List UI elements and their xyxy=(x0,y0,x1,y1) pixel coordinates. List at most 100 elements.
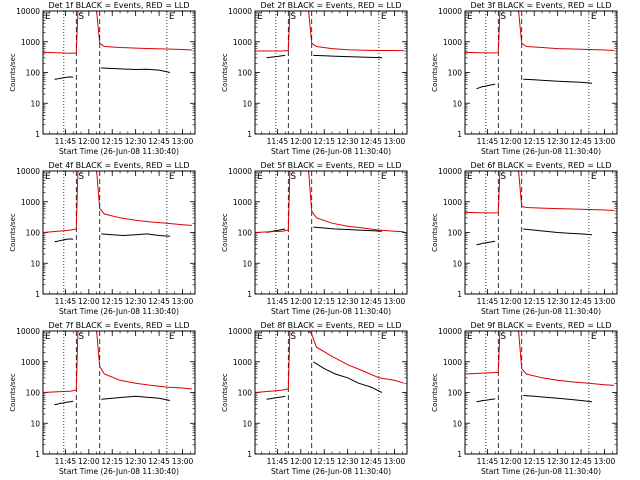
x-tick-label: 12:45 xyxy=(570,297,592,306)
x-tick-label: 11:45 xyxy=(55,297,77,306)
y-tick-label: 1000 xyxy=(443,198,462,207)
x-tick-label: 12:30 xyxy=(337,297,359,306)
y-axis-label: Counts/sec xyxy=(221,373,229,412)
x-tick-label: 12:30 xyxy=(337,457,359,466)
x-tick-label: 13:00 xyxy=(172,457,194,466)
end-marker-e: E xyxy=(45,12,51,22)
end-marker-e: E xyxy=(169,12,175,22)
lld-series-line xyxy=(255,170,404,233)
start-marker-s: S xyxy=(78,332,84,342)
panel-title: Det 7f BLACK = Events, RED = LLD xyxy=(48,321,189,330)
y-axis-label: Counts/sec xyxy=(9,213,17,252)
events-series-line xyxy=(54,76,74,80)
events-series-line xyxy=(523,395,593,403)
y-tick-label: 100 xyxy=(238,229,253,238)
start-marker-s: S xyxy=(500,172,506,182)
x-tick-label: 12:45 xyxy=(570,137,592,146)
lld-series-line xyxy=(255,10,404,52)
end-marker-e: E xyxy=(467,172,473,182)
y-tick-label: 1 xyxy=(457,450,462,459)
events-series-line xyxy=(523,78,593,84)
x-tick-label: 11:45 xyxy=(267,457,289,466)
start-marker-s: S xyxy=(290,172,296,182)
y-tick-label: 1 xyxy=(247,290,252,299)
y-axis-label: Counts/sec xyxy=(221,53,229,92)
events-series-line xyxy=(476,398,496,403)
y-tick-label: 10000 xyxy=(228,327,252,336)
x-tick-label: 11:45 xyxy=(477,297,499,306)
x-tick-label: 12:30 xyxy=(547,137,569,146)
plot-frame xyxy=(42,10,196,135)
end-marker-e: E xyxy=(169,172,175,182)
x-tick-label: 12:15 xyxy=(523,457,545,466)
y-tick-label: 1000 xyxy=(233,358,252,367)
x-tick-label: 12:00 xyxy=(290,457,312,466)
x-tick-label: 11:45 xyxy=(55,457,77,466)
plot-frame xyxy=(464,10,618,135)
x-axis-label: Start Time (26-Jun-08 11:30:40) xyxy=(59,147,179,156)
x-tick-label: 13:00 xyxy=(384,297,406,306)
events-series-line xyxy=(476,240,496,246)
x-tick-label: 12:30 xyxy=(125,297,147,306)
end-marker-e: E xyxy=(591,12,597,22)
x-tick-label: 12:45 xyxy=(148,457,170,466)
x-tick-label: 13:00 xyxy=(384,457,406,466)
x-tick-label: 12:45 xyxy=(570,457,592,466)
panel-det-6: Det 6f BLACK = Events, RED = LLD 1 10 100 10… xyxy=(431,161,618,316)
panel-det-9: Det 9f BLACK = Events, RED = LLD 1 10 100 10… xyxy=(431,321,618,476)
y-axis-label: Counts/sec xyxy=(431,53,439,92)
events-series-line xyxy=(313,226,383,232)
events-series-line xyxy=(101,67,171,73)
y-tick-label: 100 xyxy=(448,389,463,398)
y-tick-label: 1 xyxy=(247,450,252,459)
x-tick-label: 12:30 xyxy=(337,137,359,146)
events-series-line xyxy=(54,400,74,406)
y-tick-label: 1 xyxy=(457,130,462,139)
start-marker-s: S xyxy=(500,12,506,22)
y-tick-label: 100 xyxy=(238,69,253,78)
x-tick-label: 12:00 xyxy=(290,297,312,306)
y-tick-label: 1000 xyxy=(21,198,40,207)
plot-frame xyxy=(42,170,196,295)
panel-det-4: Det 4f BLACK = Events, RED = LLD 1 10 100 10… xyxy=(9,161,196,316)
panel-title: Det 9f BLACK = Events, RED = LLD xyxy=(470,321,611,330)
x-axis-label: Start Time (26-Jun-08 11:30:40) xyxy=(59,467,179,476)
y-tick-label: 10 xyxy=(242,99,252,108)
events-series-line xyxy=(476,83,496,90)
start-marker-s: S xyxy=(290,12,296,22)
y-tick-label: 100 xyxy=(26,229,41,238)
y-tick-label: 10 xyxy=(242,419,252,428)
x-tick-label: 12:30 xyxy=(547,457,569,466)
x-tick-label: 12:00 xyxy=(500,297,522,306)
events-series-line xyxy=(54,238,74,243)
panel-det-2: Det 2f BLACK = Events, RED = LLD 1 10 100 10… xyxy=(221,1,408,156)
panel-title: Det 5f BLACK = Events, RED = LLD xyxy=(260,161,401,170)
end-marker-e: E xyxy=(257,332,263,342)
x-tick-label: 13:00 xyxy=(594,457,616,466)
panel-det-8: Det 8f BLACK = Events, RED = LLD 1 10 100 10… xyxy=(221,321,408,476)
plot-frame xyxy=(464,330,618,455)
x-tick-label: 12:15 xyxy=(101,457,123,466)
events-series-line xyxy=(313,361,383,393)
lld-series-line xyxy=(255,330,405,393)
x-tick-label: 12:30 xyxy=(125,137,147,146)
x-axis-label: Start Time (26-Jun-08 11:30:40) xyxy=(481,147,601,156)
y-tick-label: 10 xyxy=(452,419,462,428)
panel-det-3: Det 3f BLACK = Events, RED = LLD 1 10 100 10… xyxy=(431,1,618,156)
y-tick-label: 10000 xyxy=(438,167,462,176)
y-tick-label: 10000 xyxy=(228,7,252,16)
y-tick-label: 1 xyxy=(457,290,462,299)
lld-series-line xyxy=(465,330,614,386)
x-tick-label: 12:45 xyxy=(360,137,382,146)
y-tick-label: 10000 xyxy=(438,327,462,336)
y-tick-label: 10000 xyxy=(16,7,40,16)
y-tick-label: 1000 xyxy=(233,198,252,207)
x-tick-label: 11:45 xyxy=(267,297,289,306)
end-marker-e: E xyxy=(169,332,175,342)
x-tick-label: 12:00 xyxy=(500,137,522,146)
x-tick-label: 12:00 xyxy=(78,457,100,466)
y-tick-label: 1 xyxy=(35,450,40,459)
end-marker-e: E xyxy=(467,332,473,342)
y-tick-label: 1000 xyxy=(21,38,40,47)
x-tick-label: 11:45 xyxy=(477,457,499,466)
